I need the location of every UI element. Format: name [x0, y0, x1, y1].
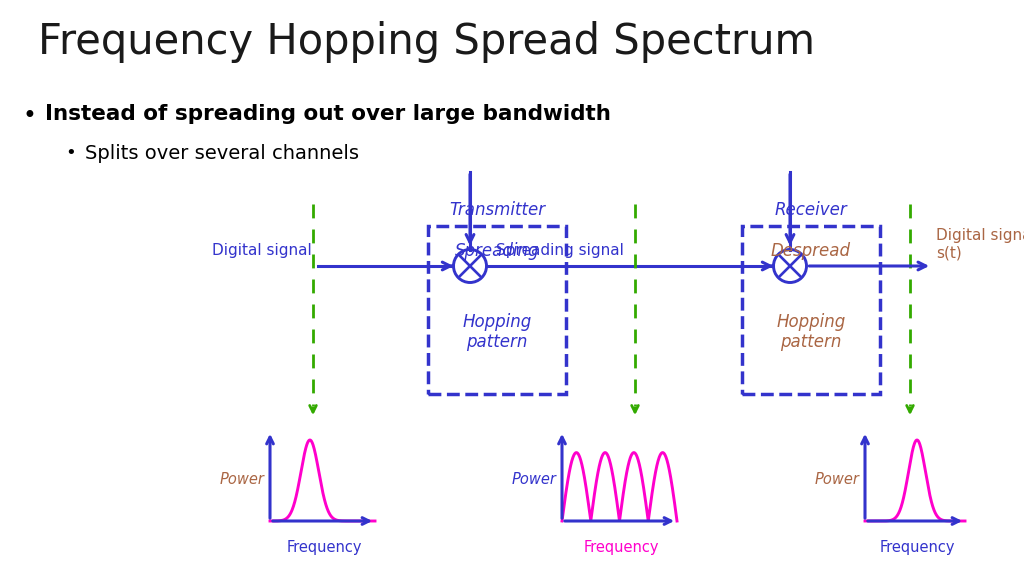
Text: Transmitter: Transmitter	[449, 201, 545, 219]
Text: Spreading signal: Spreading signal	[497, 243, 625, 258]
Text: Power: Power	[219, 472, 264, 487]
Text: Frequency: Frequency	[584, 540, 659, 555]
Text: Receiver: Receiver	[774, 201, 848, 219]
Text: Power: Power	[511, 472, 556, 487]
Text: Frequency: Frequency	[880, 540, 954, 555]
Text: Splits over several channels: Splits over several channels	[85, 144, 359, 163]
Text: Hopping
pattern: Hopping pattern	[776, 313, 846, 351]
Text: Spreading: Spreading	[455, 242, 540, 260]
Text: Digital signal
s(t): Digital signal s(t)	[936, 228, 1024, 260]
Text: Frequency Hopping Spread Spectrum: Frequency Hopping Spread Spectrum	[38, 21, 815, 63]
Bar	[742, 226, 880, 394]
Text: Digital signal: Digital signal	[212, 243, 312, 258]
Text: Hopping
pattern: Hopping pattern	[463, 313, 531, 351]
Text: •: •	[22, 104, 36, 128]
Text: Frequency: Frequency	[287, 540, 362, 555]
Text: Instead of spreading out over large bandwidth: Instead of spreading out over large band…	[45, 104, 611, 124]
Text: Despread: Despread	[771, 242, 851, 260]
Text: Power: Power	[814, 472, 859, 487]
Text: •: •	[65, 144, 76, 162]
Bar	[428, 226, 566, 394]
